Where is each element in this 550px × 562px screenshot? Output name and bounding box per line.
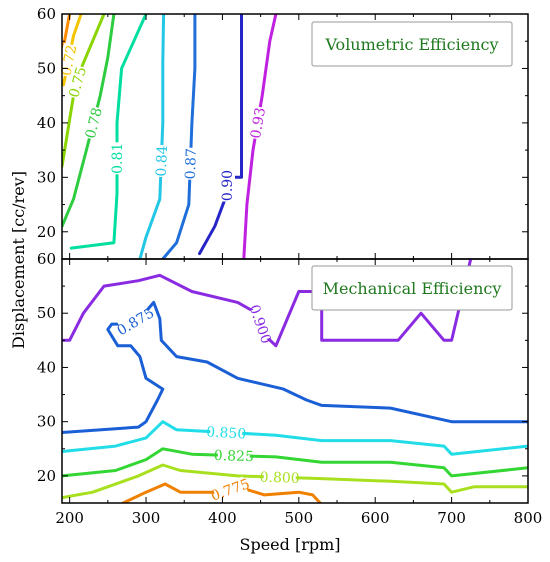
- y-tick-label: 50: [37, 304, 56, 322]
- contour-line-0.825: [62, 447, 528, 478]
- contour-line-0.87: [161, 14, 197, 259]
- y-tick-label: 20: [37, 223, 56, 241]
- contour-label-bg: [247, 105, 269, 140]
- contour-label: 0.87: [183, 148, 200, 180]
- contour-label-bg: [247, 306, 274, 342]
- contour-line-0.69: [62, 14, 72, 49]
- contour-label: 0.84: [154, 145, 171, 177]
- contour-label-bg: [117, 306, 154, 337]
- contour-label: 0.800: [259, 470, 300, 487]
- y-axis-label: Displacement [cc/rev]: [9, 171, 28, 349]
- x-axis-label: Speed [rpm]: [239, 535, 340, 554]
- y-tick-label: 50: [37, 59, 56, 77]
- contour-label-bg: [263, 468, 296, 486]
- panel-title: Volumetric Efficiency: [324, 35, 498, 54]
- y-tick-label: 30: [37, 168, 56, 186]
- x-tick-label: 800: [514, 509, 543, 527]
- y-tick-label: 40: [37, 114, 56, 132]
- y-tick-label: 20: [37, 467, 56, 485]
- x-tick-label: 300: [132, 509, 161, 527]
- contour-label: 0.93: [248, 106, 269, 139]
- panel-title: Mechanical Efficiency: [323, 279, 502, 298]
- contour-label: 0.875: [115, 305, 158, 339]
- x-tick-label: 700: [437, 509, 466, 527]
- x-tick-label: 200: [55, 509, 84, 527]
- axis-ticks: 20 30 40 50 60: [37, 5, 529, 260]
- contour-label: 0.825: [214, 448, 255, 465]
- contour-label-bg: [81, 105, 106, 141]
- contour-label-bg: [209, 423, 243, 442]
- y-tick-label: 40: [37, 358, 56, 376]
- contour-label: 0.90: [220, 170, 236, 201]
- y-tick-label: 60: [37, 250, 56, 268]
- contour-label-bg: [217, 447, 251, 465]
- contour-label-bg: [65, 64, 90, 100]
- legend-box: Volumetric Efficiency: [311, 21, 513, 67]
- contour-label-bg: [109, 142, 126, 175]
- y-tick-label: 60: [37, 5, 56, 23]
- contour-line-0.850: [62, 420, 528, 456]
- contour-label-bg: [181, 147, 199, 181]
- contour-label-bg: [212, 476, 248, 503]
- contour-label-bg: [219, 169, 236, 202]
- x-tick-label: 400: [208, 509, 237, 527]
- contour-label: 0.78: [83, 106, 106, 140]
- x-tick-label: 500: [284, 509, 313, 527]
- contour-label: 0.850: [206, 424, 247, 442]
- contour-label: 0.81: [110, 143, 126, 174]
- contour-line-0.84: [138, 14, 166, 259]
- y-tick-label: 30: [37, 413, 56, 431]
- contour-line-0.90: [198, 14, 243, 256]
- x-tick-label: 600: [361, 509, 390, 527]
- volumetric-efficiency-panel: 0.720.750.780.81 0.84 0.870.900.93 2030405…: [37, 5, 529, 260]
- legend-box: Mechanical Efficiency: [311, 265, 513, 311]
- contour-label-bg: [152, 144, 170, 178]
- contour-label: 0.775: [209, 476, 252, 504]
- contour-label: 0.900: [245, 303, 273, 346]
- axes-frame: [61, 258, 529, 504]
- axis-ticks: 20 30 40 50 60 200 300 400 500 600 700 800: [37, 250, 542, 527]
